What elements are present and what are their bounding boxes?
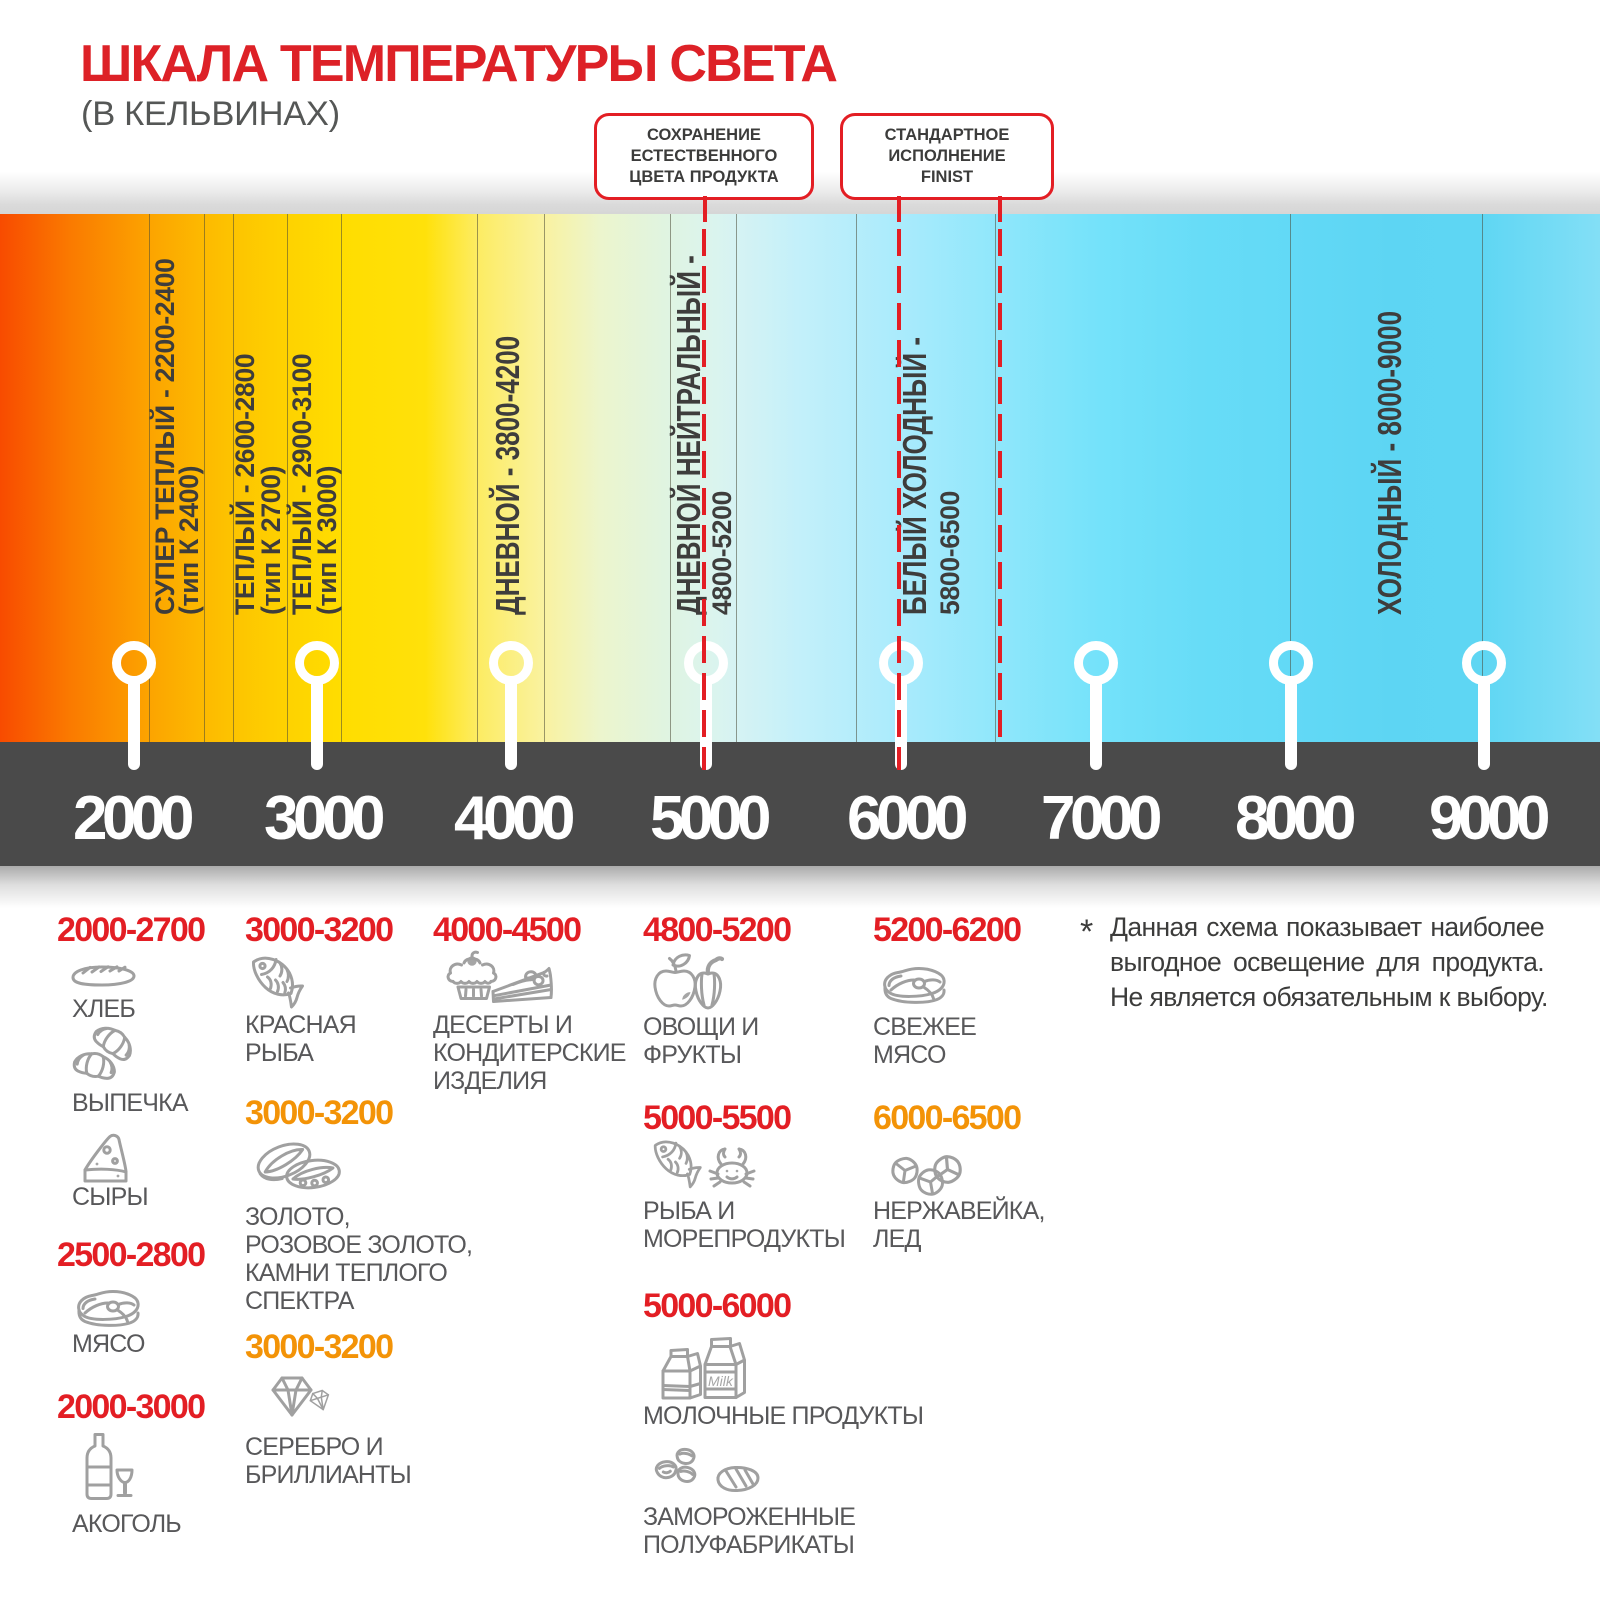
svg-text:Milk: Milk	[708, 1373, 734, 1389]
